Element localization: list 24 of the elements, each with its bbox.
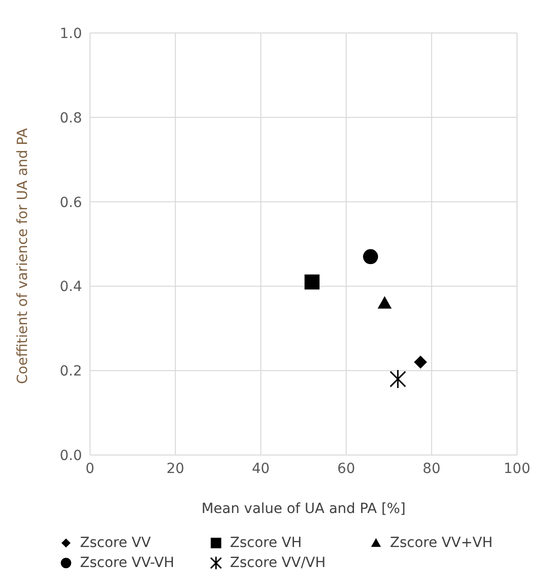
point <box>378 296 392 309</box>
legend-label: Zscore VV <box>80 535 151 551</box>
x-tick-label: 100 <box>504 460 530 477</box>
x-axis-title: Mean value of UA and PA [%] <box>201 501 406 517</box>
y-tick-label: 0.8 <box>60 110 82 126</box>
y-tick-label: 0.2 <box>60 364 82 380</box>
point <box>304 274 320 290</box>
y-tick-label: 0.4 <box>60 279 82 296</box>
legend-label: Zscore VV+VH <box>390 535 493 551</box>
legend-label: Zscore VH <box>230 535 302 551</box>
x-tick-label: 20 <box>166 460 184 477</box>
y-axis-title: Coeffitient of varience for UA and PA <box>14 128 31 384</box>
point <box>414 356 427 369</box>
point <box>363 249 378 264</box>
point <box>390 369 406 389</box>
x-tick-label: 80 <box>422 460 441 477</box>
y-tick-label: 0.6 <box>60 194 82 211</box>
y-tick-label: 1.0 <box>60 26 82 42</box>
legend-label: Zscore VV/VH <box>230 555 326 571</box>
x-tick-label: 60 <box>337 460 356 477</box>
y-tick-label: 0.0 <box>60 448 82 464</box>
x-tick-label: 40 <box>252 460 270 477</box>
x-tick-label: 0 <box>86 460 94 477</box>
legend-label: Zscore VV-VH <box>80 555 174 571</box>
